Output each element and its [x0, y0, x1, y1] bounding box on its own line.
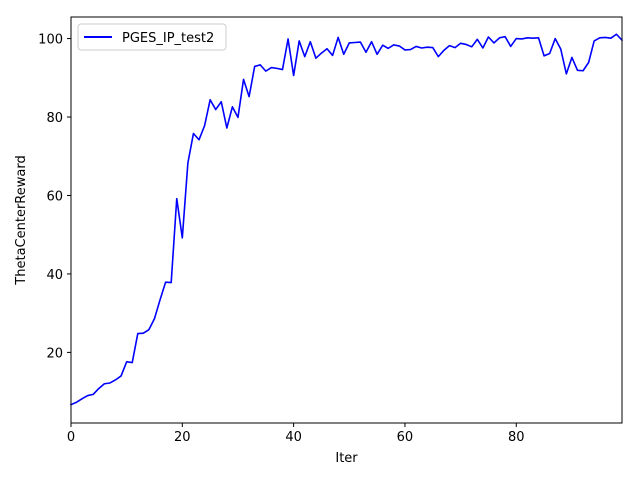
axis-ticks: 0 20 40 60 80 20 40 60 80 100 — [38, 33, 524, 445]
y-tick-label: 80 — [46, 111, 63, 126]
y-tick-label: 60 — [46, 189, 63, 204]
x-tick-label: 40 — [285, 430, 302, 445]
series-line — [69, 33, 624, 406]
y-tick-label: 100 — [38, 33, 63, 48]
legend-label: PGES_IP_test2 — [122, 31, 214, 46]
y-axis-label: ThetaCenterReward — [14, 155, 29, 285]
x-tick-label: 0 — [67, 430, 75, 445]
x-tick-label: 20 — [174, 430, 191, 445]
legend: PGES_IP_test2 — [77, 23, 227, 51]
x-tick-label: 60 — [397, 430, 414, 445]
y-tick-label: 40 — [46, 268, 63, 283]
x-axis-label: Iter — [335, 451, 358, 466]
y-tick-label: 20 — [46, 346, 63, 361]
plot-area-frame — [70, 16, 623, 424]
legend-box — [77, 23, 227, 51]
x-tick-label: 80 — [508, 430, 525, 445]
series-layer — [69, 33, 624, 406]
